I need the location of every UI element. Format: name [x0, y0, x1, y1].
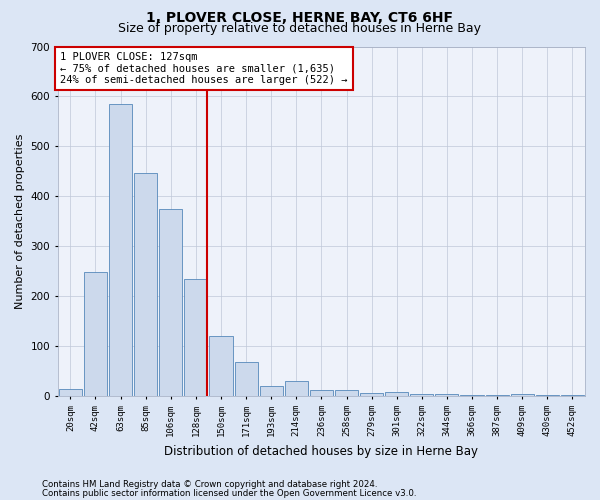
Bar [536, 395, 559, 396]
Bar [335, 390, 358, 396]
Bar [385, 392, 408, 396]
Bar [360, 394, 383, 396]
Bar [209, 336, 233, 396]
Bar [485, 395, 509, 396]
Bar [159, 209, 182, 396]
Bar [235, 362, 257, 396]
Text: 1 PLOVER CLOSE: 127sqm
← 75% of detached houses are smaller (1,635)
24% of semi-: 1 PLOVER CLOSE: 127sqm ← 75% of detached… [61, 52, 348, 85]
Bar [84, 272, 107, 396]
X-axis label: Distribution of detached houses by size in Herne Bay: Distribution of detached houses by size … [164, 444, 478, 458]
Bar [260, 386, 283, 396]
Bar [436, 394, 458, 396]
Bar [460, 395, 484, 396]
Bar [410, 394, 433, 396]
Bar [134, 173, 157, 396]
Bar [511, 394, 534, 396]
Bar [310, 390, 333, 396]
Bar [285, 382, 308, 396]
Y-axis label: Number of detached properties: Number of detached properties [15, 134, 25, 309]
Text: Contains public sector information licensed under the Open Government Licence v3: Contains public sector information licen… [42, 488, 416, 498]
Bar [561, 395, 584, 396]
Bar [109, 104, 132, 397]
Bar [184, 279, 208, 396]
Bar [59, 389, 82, 396]
Text: Contains HM Land Registry data © Crown copyright and database right 2024.: Contains HM Land Registry data © Crown c… [42, 480, 377, 489]
Text: Size of property relative to detached houses in Herne Bay: Size of property relative to detached ho… [119, 22, 482, 35]
Text: 1, PLOVER CLOSE, HERNE BAY, CT6 6HF: 1, PLOVER CLOSE, HERNE BAY, CT6 6HF [146, 11, 454, 25]
